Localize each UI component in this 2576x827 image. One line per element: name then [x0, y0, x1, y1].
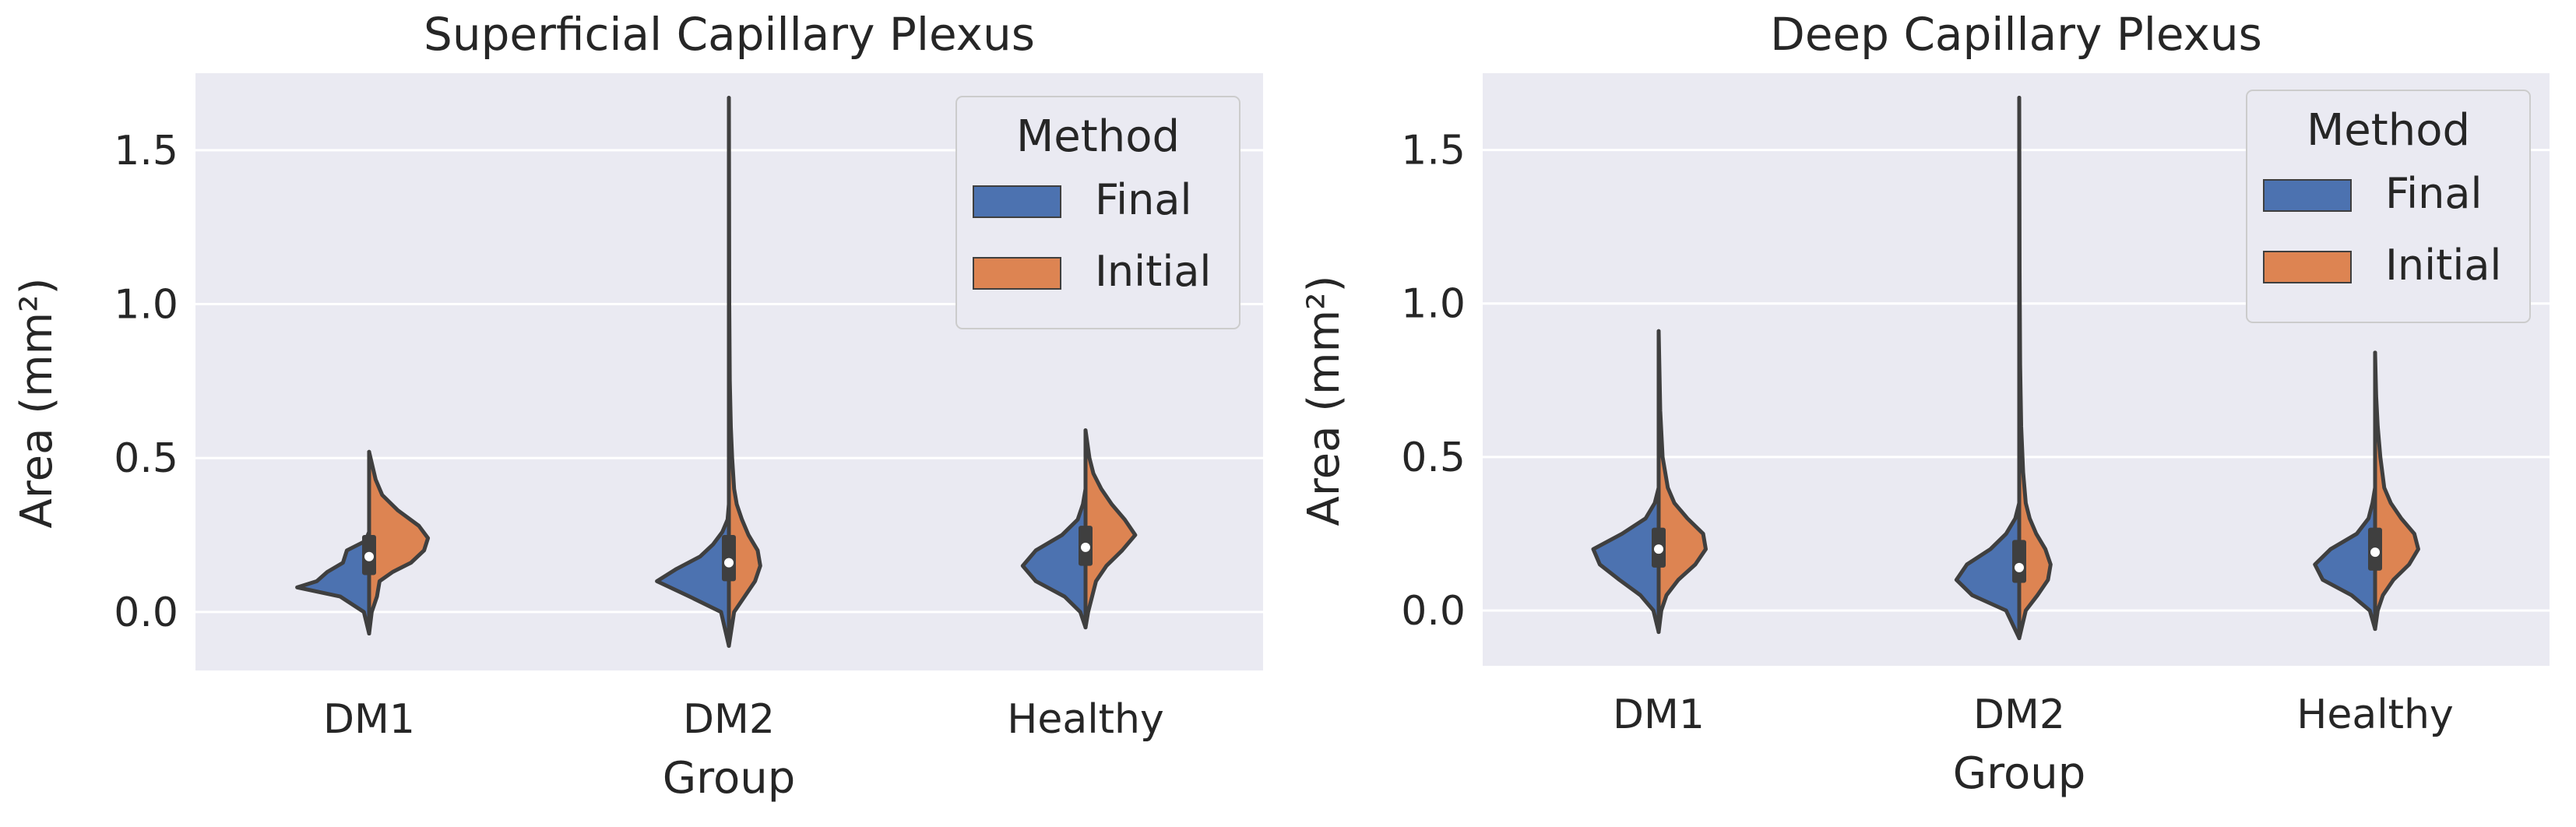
violin-Healthy [1020, 428, 1138, 630]
legend-label-final: Final [2385, 169, 2482, 218]
median-dot [1081, 542, 1090, 552]
violin-half-initial [1083, 428, 1138, 630]
y-tick-label: 1.5 [114, 128, 178, 174]
legend-swatch-initial [2263, 251, 2352, 283]
legend-swatch-initial [973, 257, 1061, 290]
y-tick-label: 1.5 [1401, 128, 1466, 174]
y-tick-label: 1.0 [1401, 281, 1466, 328]
legend-title: Method [2307, 105, 2470, 156]
legend: Method Final Initial [955, 96, 1240, 329]
chart-panel-2: 0.0 0.5 1.0 1.5 DM1 DM2 Healthy Group Area (mm²)… [1299, 8, 2550, 799]
iqr-box [2012, 540, 2026, 583]
legend-swatch-final [2263, 179, 2352, 212]
legend: Method Final Initial [2246, 90, 2531, 323]
y-tick-label: 0.5 [114, 435, 178, 482]
violin-DM2 [1954, 96, 2053, 641]
x-axis-label: Group [663, 753, 796, 804]
violin-Healthy [2313, 350, 2420, 632]
legend-title: Method [1016, 111, 1180, 162]
y-tick-label: 0.0 [114, 589, 178, 636]
legend-swatch-final [973, 185, 1061, 218]
median-dot [364, 551, 374, 561]
y-tick-label: 0.5 [1401, 435, 1466, 481]
x-tick-label: DM1 [323, 696, 415, 743]
chart-title: Deep Capillary Plexus [1770, 8, 2262, 61]
y-axis-label: Area (mm²) [1299, 276, 1350, 526]
chart-panel-1: 0.0 0.5 1.0 1.5 DM1 DM2 Healthy Group Area (mm²)… [12, 8, 1263, 804]
violin-DM1 [1591, 329, 1708, 635]
x-tick-label: DM2 [1973, 692, 2065, 738]
x-tick-label: Healthy [1007, 696, 1164, 743]
violin-DM2 [655, 96, 762, 648]
y-tick-label: 0.0 [1401, 588, 1466, 635]
x-tick-label: Healthy [2296, 692, 2454, 738]
legend-label-final: Final [1095, 175, 1191, 224]
median-dot [1654, 544, 1663, 554]
legend-label-initial: Initial [2385, 241, 2501, 290]
y-tick-label: 1.0 [114, 282, 178, 329]
median-dot [724, 558, 734, 568]
x-tick-label: DM1 [1613, 692, 1705, 738]
violin-DM1 [295, 449, 431, 636]
x-axis-label: Group [1953, 748, 2086, 799]
y-axis-label: Area (mm²) [12, 278, 62, 529]
legend-label-initial: Initial [1095, 247, 1211, 296]
violin-half-initial [367, 449, 431, 636]
x-tick-label: DM2 [683, 696, 775, 743]
median-dot [2015, 562, 2024, 572]
median-dot [2370, 547, 2380, 558]
chart-title: Superficial Capillary Plexus [424, 8, 1035, 61]
